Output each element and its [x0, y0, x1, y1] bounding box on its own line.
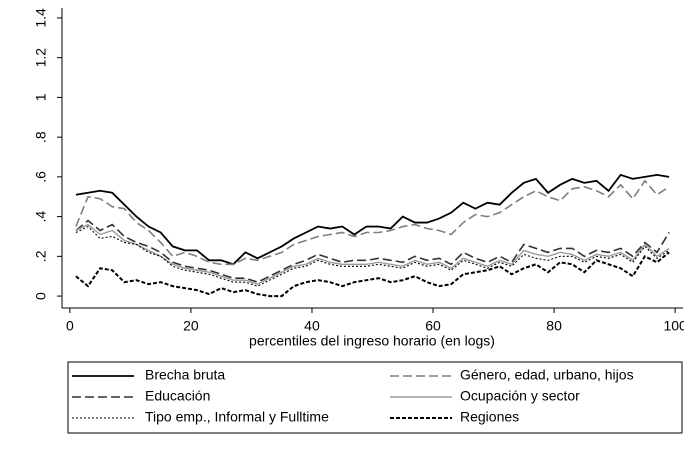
- x-tick-label: 0: [66, 318, 74, 334]
- legend-label: Género, edad, urbano, hijos: [460, 367, 634, 383]
- x-tick-label: 20: [183, 318, 199, 334]
- y-tick-label: .8: [33, 131, 49, 143]
- y-tick-label: 1: [33, 93, 49, 101]
- x-tick-label: 80: [546, 318, 562, 334]
- series-line: [75, 251, 670, 298]
- legend-label: Ocupación y sector: [460, 388, 580, 404]
- series-line: [75, 223, 670, 285]
- series-line: [75, 173, 670, 266]
- legend-label: Regiones: [460, 409, 519, 425]
- series-line: [75, 219, 670, 284]
- legend-label: Educación: [145, 388, 210, 404]
- y-tick-label: 1.4: [33, 8, 49, 28]
- x-axis-label: percentiles del ingreso horario (en logs…: [249, 333, 495, 349]
- y-tick-label: .4: [33, 211, 49, 223]
- y-tick-label: 1.2: [33, 48, 49, 68]
- y-tick-label: .6: [33, 171, 49, 183]
- series-line: [75, 225, 670, 287]
- x-tick-label: 60: [425, 318, 441, 334]
- y-tick-label: 0: [33, 292, 49, 300]
- x-tick-label: 100: [663, 318, 684, 334]
- legend-label: Brecha bruta: [145, 367, 225, 383]
- legend-box: [67, 361, 683, 434]
- legend-label: Tipo emp., Informal y Fulltime: [145, 409, 329, 425]
- y-tick-label: .2: [33, 250, 49, 262]
- x-tick-label: 40: [304, 318, 320, 334]
